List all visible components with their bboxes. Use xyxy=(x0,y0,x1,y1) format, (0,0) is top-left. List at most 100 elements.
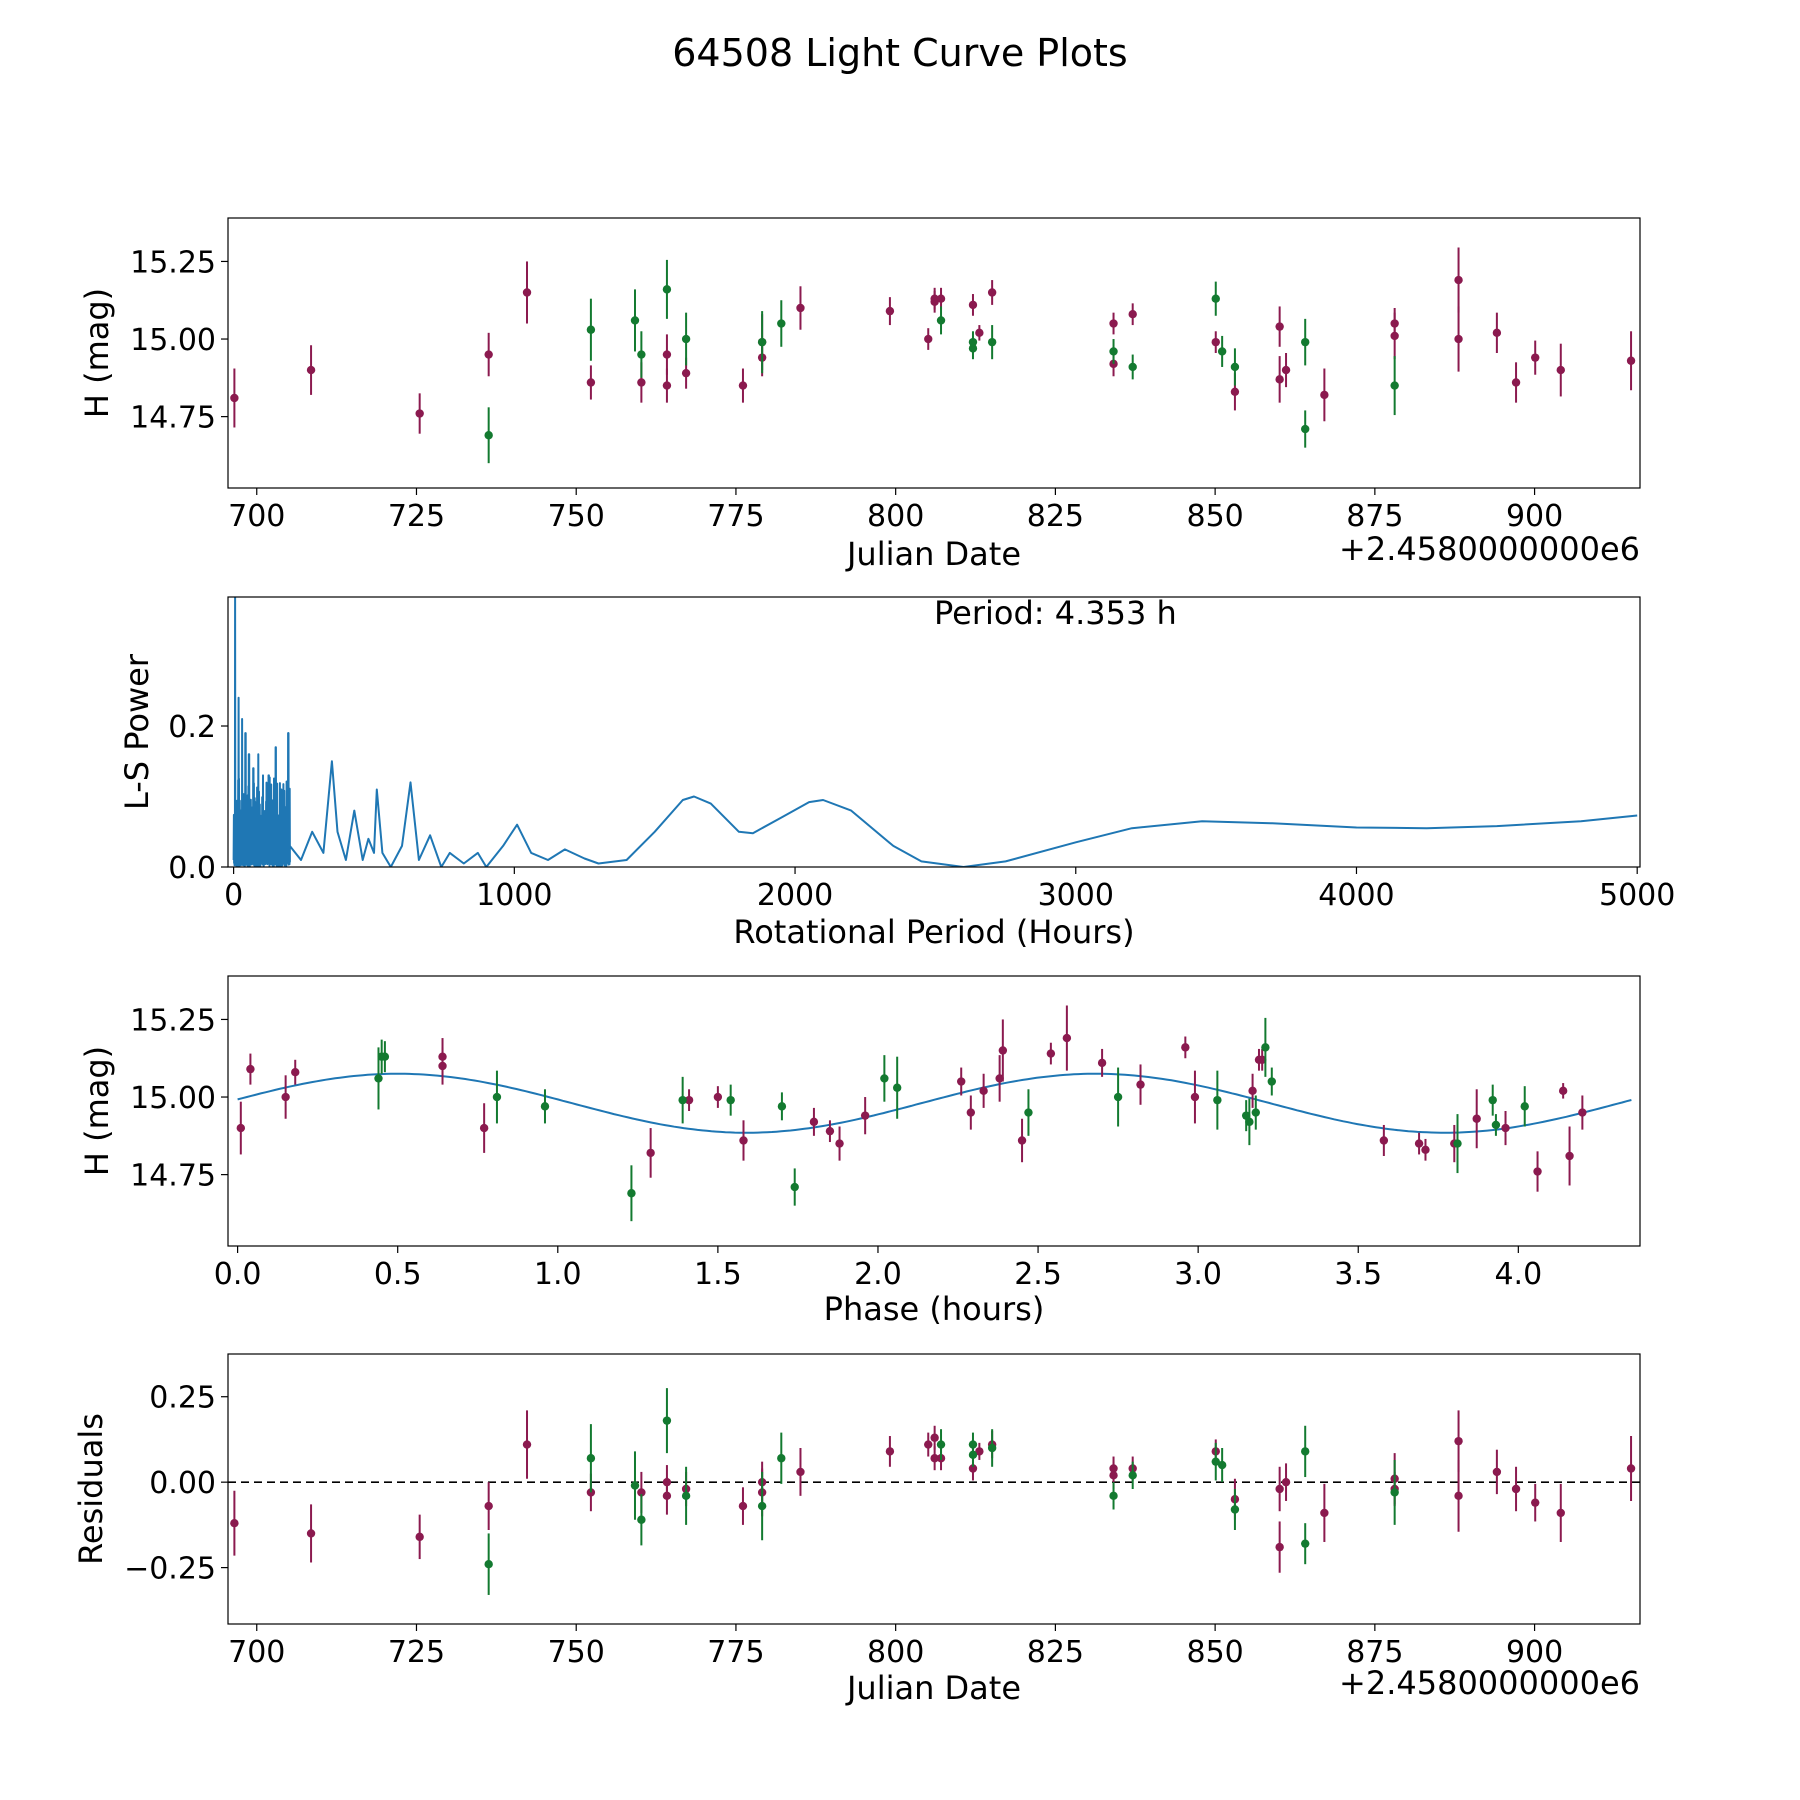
data-point-maroon xyxy=(1248,1086,1257,1096)
data-point-maroon xyxy=(637,378,646,387)
data-point-green xyxy=(1230,1505,1240,1514)
data-point-maroon xyxy=(684,1095,694,1105)
data-point-maroon xyxy=(1275,322,1284,331)
data-point-maroon xyxy=(1390,331,1399,341)
data-point-green xyxy=(662,285,672,294)
data-point-maroon xyxy=(1511,1484,1521,1494)
data-point-maroon xyxy=(968,300,978,310)
data-point-green xyxy=(1261,1043,1270,1052)
data-point-green xyxy=(1520,1102,1529,1111)
data-point-maroon xyxy=(1414,1139,1424,1148)
x-tick-label: 875 xyxy=(1346,499,1403,534)
data-point-maroon xyxy=(1492,1467,1502,1477)
x-tick-label: 800 xyxy=(867,1635,924,1670)
data-point-maroon xyxy=(681,368,691,378)
data-point-green xyxy=(1217,347,1227,356)
data-point-green xyxy=(1488,1095,1497,1105)
data-point-green xyxy=(1301,337,1310,347)
data-point-green xyxy=(892,1083,902,1092)
data-point-maroon xyxy=(1181,1043,1190,1052)
periodogram-annotation: Period: 4.353 h xyxy=(934,594,1177,632)
data-point-green xyxy=(637,1515,646,1524)
data-point-green xyxy=(1109,1491,1118,1501)
data-point-green xyxy=(540,1102,550,1111)
data-point-maroon xyxy=(1379,1136,1389,1145)
data-point-maroon xyxy=(1472,1114,1481,1123)
data-point-maroon xyxy=(1626,1464,1636,1473)
phased-frame xyxy=(227,975,1641,1247)
panel-residuals: 700 725 750 775 800 825 850 875 900 −0.25 0.00 0.25… xyxy=(72,1353,1641,1707)
x-tick-label: 750 xyxy=(548,499,605,534)
data-point-maroon xyxy=(930,1454,939,1463)
data-point-maroon xyxy=(860,1111,870,1120)
y-tick-label: 0.2 xyxy=(168,710,216,745)
data-point-maroon xyxy=(291,1068,300,1077)
y-tick-label: 15.25 xyxy=(130,245,216,280)
data-point-maroon xyxy=(1421,1145,1430,1154)
periodogram-frame xyxy=(227,596,1641,868)
x-tick-label: 5000 xyxy=(1599,878,1675,913)
data-point-maroon xyxy=(1190,1092,1200,1102)
data-point-maroon xyxy=(1578,1108,1587,1117)
data-point-green xyxy=(492,1092,502,1102)
data-point-maroon xyxy=(885,306,895,316)
periodogram-xlabel: Rotational Period (Hours) xyxy=(733,913,1134,951)
y-tick-label: 0.00 xyxy=(149,1466,216,1501)
data-point-green xyxy=(1491,1120,1501,1130)
data-point-maroon xyxy=(968,1464,978,1473)
phased-xlabel: Phase (hours) xyxy=(824,1290,1045,1328)
data-point-green xyxy=(1390,1488,1399,1497)
data-point-maroon xyxy=(1454,334,1463,344)
data-point-green xyxy=(630,316,640,325)
x-tick-label: 3.0 xyxy=(1174,1257,1222,1292)
data-point-maroon xyxy=(1556,365,1565,375)
x-tick-label: 4000 xyxy=(1318,878,1394,913)
x-tick-label: 775 xyxy=(707,1635,764,1670)
data-point-green xyxy=(777,1454,786,1463)
data-point-maroon xyxy=(1211,337,1220,347)
x-tick-label: 775 xyxy=(707,499,764,534)
data-point-maroon xyxy=(1097,1058,1107,1068)
residuals-offset-text: +2.4580000000e6 xyxy=(1339,1664,1640,1702)
data-point-maroon xyxy=(1046,1049,1056,1058)
data-point-green xyxy=(1024,1108,1033,1117)
data-point-green xyxy=(936,316,946,325)
data-point-maroon xyxy=(522,1440,532,1449)
data-point-green xyxy=(987,1443,997,1453)
data-point-maroon xyxy=(1320,1508,1329,1518)
data-point-maroon xyxy=(637,1488,646,1497)
data-point-maroon xyxy=(438,1061,447,1071)
lightcurve-frame xyxy=(227,217,1641,489)
data-point-green xyxy=(484,1559,493,1569)
panel-lightcurve: 700 725 750 775 800 825 850 875 900 14.75 15.00 15.… xyxy=(78,217,1641,573)
data-point-green xyxy=(1211,1457,1220,1466)
x-tick-label: 700 xyxy=(228,499,285,534)
data-point-maroon xyxy=(230,393,239,403)
data-point-green xyxy=(637,350,646,359)
data-point-maroon xyxy=(738,1501,748,1511)
data-point-maroon xyxy=(1230,387,1240,396)
phased-ylabel: H (mag) xyxy=(78,1046,116,1176)
y-tick-label: 15.00 xyxy=(130,1081,216,1116)
data-point-maroon xyxy=(662,381,672,390)
data-point-green xyxy=(968,337,978,347)
data-point-green xyxy=(681,334,691,344)
data-point-maroon xyxy=(415,409,424,418)
x-tick-label: 2.0 xyxy=(854,1257,902,1292)
y-tick-label: −0.25 xyxy=(124,1552,216,1587)
data-point-green xyxy=(678,1095,687,1105)
data-point-maroon xyxy=(738,381,748,390)
data-point-green xyxy=(1301,1447,1310,1456)
data-point-maroon xyxy=(1275,1542,1284,1552)
data-point-green xyxy=(880,1074,889,1083)
data-point-maroon xyxy=(987,288,997,297)
data-point-maroon xyxy=(1109,1471,1118,1480)
data-point-maroon xyxy=(796,303,805,313)
data-point-maroon xyxy=(1128,310,1137,319)
data-point-maroon xyxy=(646,1148,655,1158)
data-point-maroon xyxy=(930,294,939,303)
data-point-green xyxy=(1453,1139,1462,1148)
data-point-maroon xyxy=(713,1092,723,1102)
data-point-maroon xyxy=(662,1491,672,1501)
data-point-maroon xyxy=(1281,1477,1291,1487)
